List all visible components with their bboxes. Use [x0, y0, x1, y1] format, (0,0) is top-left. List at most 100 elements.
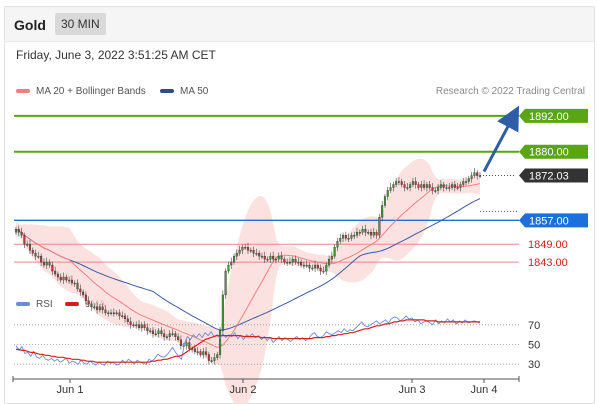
candle-body — [325, 264, 328, 272]
x-tick-label: Jun 4 — [471, 384, 498, 396]
candle — [205, 347, 208, 358]
candle-body — [149, 330, 152, 332]
candle — [48, 259, 51, 268]
candle-body — [90, 303, 93, 308]
candle-body — [68, 279, 71, 282]
candle — [378, 213, 381, 238]
candle — [322, 266, 325, 274]
candle — [350, 232, 353, 241]
main-legend-ma20: MA 20 + Bollinger Bands — [16, 86, 146, 97]
candle — [135, 321, 138, 329]
candle-body — [193, 348, 196, 352]
candle-body — [314, 264, 317, 269]
candle-body — [23, 235, 26, 245]
candle-body — [188, 342, 191, 349]
candle — [235, 249, 238, 261]
candle — [56, 271, 59, 281]
candle-body — [367, 232, 370, 234]
candle — [464, 177, 468, 186]
candle — [96, 302, 99, 314]
candle-body — [79, 288, 82, 293]
candle-body — [417, 184, 420, 188]
resistance-label: 1880.00 — [519, 144, 588, 159]
pivot-label: 1857.00 — [519, 213, 588, 228]
candle — [383, 193, 386, 209]
bollinger-area — [16, 158, 480, 404]
candle — [451, 181, 454, 191]
candle — [291, 256, 294, 266]
candle — [73, 280, 76, 287]
candle-body — [168, 333, 171, 337]
x-axis: Jun 1 Jun 2 Jun 3 Jun 4 — [12, 376, 520, 396]
candle-body — [266, 258, 269, 261]
candle-body — [411, 181, 414, 185]
candle — [286, 258, 289, 266]
candle-body — [93, 306, 96, 309]
candle-body — [406, 187, 409, 189]
candle-body — [347, 238, 350, 240]
ma50-path — [15, 198, 481, 331]
level-tag — [519, 108, 588, 123]
candle — [403, 180, 406, 192]
candle — [364, 224, 367, 237]
candle-body — [300, 261, 303, 266]
candle-body — [302, 264, 305, 267]
candle-body — [476, 172, 479, 176]
candle-body — [238, 249, 241, 254]
candle — [76, 279, 79, 292]
candle-body — [459, 184, 462, 188]
candle — [294, 255, 297, 265]
candle-body — [353, 235, 356, 237]
candle-body — [221, 294, 224, 331]
candle — [263, 251, 266, 264]
candle-body — [246, 246, 250, 251]
candle — [230, 257, 233, 269]
level-tag-text: 1892.00 — [529, 111, 569, 123]
candle-body — [160, 330, 163, 334]
candle — [367, 229, 370, 235]
candle — [110, 309, 113, 316]
candle — [179, 335, 182, 350]
candle — [224, 268, 227, 299]
timeframe-badge[interactable]: 30 MIN — [55, 13, 106, 35]
candle-body — [48, 261, 51, 266]
candle — [137, 320, 141, 331]
candle — [358, 229, 361, 237]
candle — [423, 180, 426, 191]
candle — [42, 258, 45, 268]
candle — [467, 175, 470, 185]
candle-body — [37, 255, 40, 258]
candle-body — [76, 282, 79, 290]
candle-body — [121, 315, 124, 318]
candle — [45, 257, 48, 269]
candle-body — [96, 306, 99, 311]
candle — [246, 242, 250, 255]
candle-body — [328, 258, 331, 266]
candle — [249, 247, 252, 253]
candle-body — [470, 175, 473, 179]
candle — [82, 289, 85, 298]
candle — [353, 231, 356, 240]
candle-body — [280, 255, 283, 260]
candle — [252, 246, 255, 258]
candle-body — [342, 235, 345, 239]
candle-body — [423, 184, 426, 188]
candle-body — [20, 232, 23, 236]
candle-body — [378, 217, 381, 236]
credit-text: Research © 2022 Trading Central — [435, 86, 585, 97]
candle-body — [464, 181, 468, 183]
candle — [154, 329, 157, 337]
candle — [347, 233, 350, 243]
candle — [68, 276, 71, 284]
candle — [445, 183, 448, 191]
candle-body — [244, 246, 247, 249]
candle — [87, 296, 90, 307]
candle-body — [129, 321, 132, 325]
arrow-shaft — [482, 105, 520, 173]
level-tag-text: 1880.00 — [529, 147, 569, 159]
candle-body — [339, 238, 342, 242]
candle-body — [165, 336, 168, 338]
candle-body — [462, 181, 465, 185]
candle-body — [137, 324, 141, 328]
